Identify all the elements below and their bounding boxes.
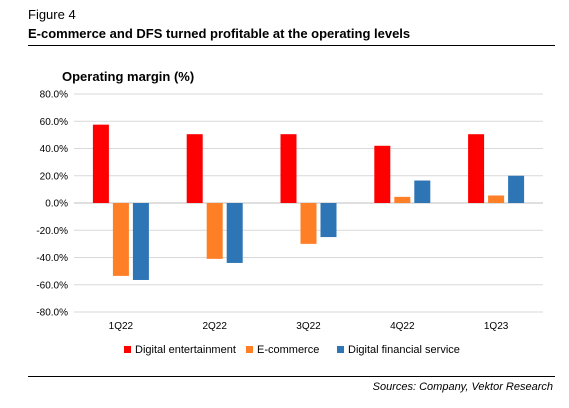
bar	[206, 203, 223, 259]
y-tick-label: 80.0%	[40, 90, 68, 101]
y-tick-label: -80.0%	[36, 308, 68, 319]
y-axis-title: Operating margin (%)	[62, 69, 194, 84]
x-tick-label: 2Q22	[202, 321, 227, 332]
top-rule	[28, 45, 555, 46]
bar	[374, 145, 391, 203]
y-tick-label: -40.0%	[36, 253, 68, 264]
legend: Digital entertainment E-commerce Digital f…	[124, 344, 460, 356]
bars	[92, 124, 525, 280]
x-tick-label: 4Q22	[390, 321, 415, 332]
x-tick-label: 3Q22	[296, 321, 321, 332]
legend-label: Digital entertainment	[135, 344, 236, 356]
bottom-rule	[28, 376, 555, 377]
legend-swatch	[337, 346, 344, 353]
bar	[92, 124, 109, 203]
bar	[132, 203, 149, 280]
bar	[320, 203, 337, 238]
legend-swatch	[124, 346, 131, 353]
bar	[226, 203, 243, 263]
legend-swatch	[246, 346, 253, 353]
bar	[186, 134, 203, 203]
bar	[488, 195, 505, 203]
bar	[414, 180, 431, 203]
legend-label: Digital financial service	[348, 344, 460, 356]
bar	[280, 134, 297, 203]
x-axis-ticks: 1Q22 2Q22 3Q22 4Q22 1Q23	[109, 321, 509, 332]
y-axis-ticks: 80.0% 60.0% 40.0% 20.0% 0.0% -20.0% -40.0% -60.…	[36, 90, 68, 319]
legend-label: E-commerce	[257, 344, 319, 356]
operating-margin-chart: Operating margin (%) 80.0% 60.0% 40.0% 20.0…	[36, 69, 543, 356]
bar	[508, 175, 525, 203]
figure-title: E-commerce and DFS turned profitable at …	[28, 26, 411, 41]
x-tick-label: 1Q23	[484, 321, 509, 332]
y-tick-label: 0.0%	[45, 199, 68, 210]
bar	[468, 134, 485, 203]
bar	[112, 203, 129, 276]
y-tick-label: -60.0%	[36, 280, 68, 291]
y-tick-label: 40.0%	[40, 144, 68, 155]
y-tick-label: 60.0%	[40, 117, 68, 128]
source-note: Sources: Company, Vektor Research	[372, 381, 553, 393]
x-tick-label: 1Q22	[109, 321, 134, 332]
figure-label: Figure 4	[28, 7, 76, 22]
gridlines	[74, 93, 543, 313]
y-tick-label: -20.0%	[36, 226, 68, 237]
bar	[300, 203, 317, 244]
bar	[394, 196, 411, 203]
y-tick-label: 20.0%	[40, 171, 68, 182]
